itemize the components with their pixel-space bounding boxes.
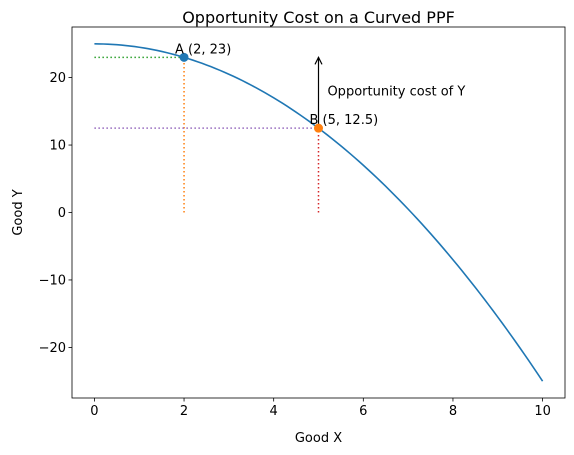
point-label: A (2, 23)	[175, 42, 231, 57]
reference-lines	[94, 56, 320, 213]
point-a	[179, 52, 189, 62]
x-tick-label: 6	[359, 404, 367, 419]
y-tick-label: 20	[49, 71, 66, 86]
y-axis-title: Good Y	[11, 189, 26, 235]
x-tick-label: 8	[449, 404, 457, 419]
x-tick-label: 0	[90, 404, 98, 419]
x-axis: 0 2 4 6 8 10	[90, 398, 551, 419]
annotation-label: Opportunity cost of Y	[327, 85, 465, 100]
points-layer: A (2, 23) B (5, 12.5)	[175, 42, 379, 133]
x-axis-title: Good X	[295, 431, 342, 446]
y-tick-label: −20	[39, 341, 66, 356]
chart-title: Opportunity Cost on a Curved PPF	[182, 8, 455, 27]
x-tick-label: 4	[270, 404, 278, 419]
x-tick-label: 10	[534, 404, 551, 419]
y-axis: −20 −10 0 10 20	[39, 71, 72, 356]
annotation-layer: Opportunity cost of Y	[314, 56, 465, 129]
point-b	[314, 123, 323, 133]
y-tick-label: −10	[39, 273, 66, 288]
annotation-arrowhead	[314, 56, 323, 65]
y-tick-label: 0	[58, 206, 66, 221]
y-tick-label: 10	[49, 139, 66, 154]
point-label: B (5, 12.5)	[310, 113, 379, 128]
x-tick-label: 2	[180, 404, 188, 419]
